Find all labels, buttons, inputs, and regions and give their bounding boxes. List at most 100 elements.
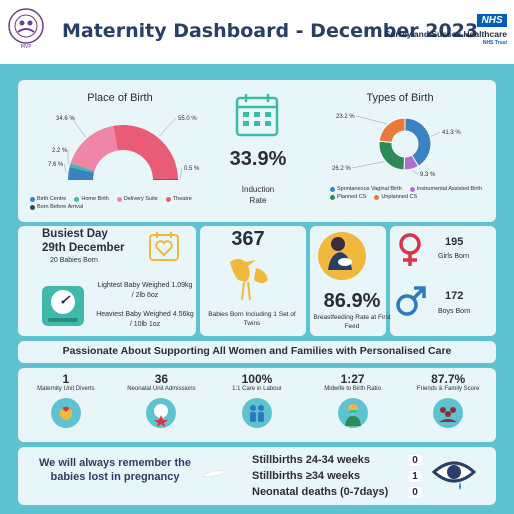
header [0,0,514,64]
gender-card [390,226,496,336]
stat-friends-family: 87.7% Friends & Family Score [400,372,496,428]
male-symbol-icon [396,286,426,316]
legend-theatre: Theatre [165,196,192,202]
boys-born-value: 172 [445,290,464,302]
pob-label-0: 7.6 % [48,162,64,168]
babies-born-label: Babies Born Including 1 Set of Twins [208,311,296,327]
female-symbol-icon [399,233,421,266]
trust-sub: NHS Trust [482,40,507,46]
remember-text: We will always remember the babies lost … [38,457,192,483]
mvp-logo: MVP [8,8,44,50]
tob-leader-1 [411,169,419,175]
banner-card [18,341,496,363]
legend-spontaneous: Spontaneous Vaginal Birth [330,186,402,192]
stat-value: 87.7% [431,372,466,386]
stat-value: 36 [154,372,169,386]
types-of-birth-title: Types of Birth [366,92,434,104]
busiest-day-date: 29th December [42,242,125,254]
pob-slice-1 [69,163,95,173]
stat-label: Friends & Family Score [416,386,480,392]
hand-heart-icon [50,398,81,428]
tob-slice-3 [378,117,406,144]
stork-icon [230,259,268,301]
types-of-birth-legend: Spontaneous Vaginal Birth Instrumental A… [330,186,490,200]
tob-label-3: 23.2 % [336,114,355,120]
svg-text:MVP: MVP [21,44,32,50]
stat-midwife-ratio: 1:27 Midwife to Birth Ratio [305,372,401,428]
stat-label: Midwife to Birth Ratio [324,386,381,392]
legend-delivery-suite: Delivery Suite [116,196,158,202]
loss-row: Neonatal deaths (0-7days) 0 [252,484,422,500]
pob-leader-3 [159,117,177,137]
legend-instrumental: Instrumental Assisted Birth [409,186,482,192]
pob-label-1: 2.2 % [52,148,68,154]
stat-label: 1:1 Care in Labour [232,386,282,392]
boys-born-label: Boys Born [438,308,471,315]
heaviest-baby: Heaviest Baby Weighed 4.56kg / 10lb 1oz [96,311,194,328]
place-of-birth-title: Place of Birth [87,92,153,104]
legend-home-birth: Home Birth [74,196,109,202]
stat-value: 100% [241,372,273,386]
eye-tear-icon [432,461,476,490]
girls-born-value: 195 [445,236,464,248]
pob-leader-2 [71,117,86,138]
legend-born-before-arrival: Born Before Arrival [30,204,83,210]
breastfeeding-icon [318,232,366,280]
busiest-day-babies: 20 Babies Born [50,257,98,264]
place-of-birth-chart: 7.6 % 2.2 % 34.6 % 55.0 % 0.5 % [48,116,200,180]
trust-name: Surrey and Sussex Healthcare [384,29,507,39]
midwife-icon [337,398,368,428]
loss-row: Stillbirths 24-34 weeks 0 [252,452,422,468]
tob-label-1: 9.3 % [420,172,436,178]
stat-value: 1:27 [340,372,365,386]
induction-rate-label: Induction Rate [241,185,275,205]
babies-born-value: 367 [231,228,265,250]
tob-leader-3 [355,115,388,125]
stat-label: Neonatal Unit Admissions [127,386,196,392]
people-icon [241,398,272,428]
tob-leader-2 [351,161,385,169]
pob-slice-4 [152,179,178,180]
breastfeeding-value: 86.9% [323,290,381,312]
pob-leader-4 [179,167,183,180]
baby-scale-icon [42,286,84,326]
legend-birth-centre: Birth Centre [30,196,66,202]
babies-card [200,226,306,336]
page-title: Maternity Dashboard - December 2023 [62,20,479,42]
feather-icon [201,470,227,477]
pob-label-4: 0.5 % [184,166,200,172]
induction-rate-value: 33.9% [229,148,287,170]
tob-label-2: 26.2 % [332,166,351,172]
girls-born-label: Girls Born [438,253,470,260]
stat-value: 1 [62,372,70,386]
legend-unplanned-cs: Unplanned CS [374,194,417,200]
stat-neonatal-admissions: 36 Neonatal Unit Admissions [114,372,210,428]
pob-label-3: 55.0 % [178,116,197,122]
stat-one-to-one-care: 100% 1:1 Care in Labour [209,372,305,428]
breastfeeding-label: Breastfeeding Rate at First Feed [313,314,391,330]
baby-star-icon [146,398,177,428]
place-of-birth-legend: Birth Centre Home Birth Delivery Suite T… [30,196,220,210]
types-of-birth-chart: 41.3 % 9.3 % 26.2 % 23.2 % [332,114,461,178]
legend-planned-cs: Planned CS [330,194,366,200]
lightest-baby: Lightest Baby Weighed 1.09kg / 2lb 6oz [97,282,193,299]
pob-slice-0 [68,166,94,180]
busiest-day-title: Busiest Day [42,228,108,240]
pob-slice-3 [113,125,178,180]
stat-unit-diverts: 1 Maternity Unit Diverts [18,372,114,428]
tob-label-0: 41.3 % [442,130,461,136]
pob-label-2: 34.6 % [56,116,75,122]
calendar-icon [235,94,279,137]
pob-slice-2 [70,125,118,171]
loss-row: Stillbirths ≥34 weeks 1 [252,468,422,484]
tob-slice-2 [378,140,406,171]
stat-label: Maternity Unit Diverts [37,386,95,392]
losses-list: Stillbirths 24-34 weeks 0 Stillbirths ≥3… [252,452,422,500]
tob-leader-0 [430,131,441,137]
banner-text: Passionate About Supporting All Women an… [62,345,452,357]
group-icon [433,398,464,428]
nhs-logo: NHS [477,14,507,27]
heart-calendar-icon [149,232,179,261]
stats-row: 1 Maternity Unit Diverts 36 Neonatal Uni… [18,372,496,428]
pob-leader-0 [63,163,67,174]
